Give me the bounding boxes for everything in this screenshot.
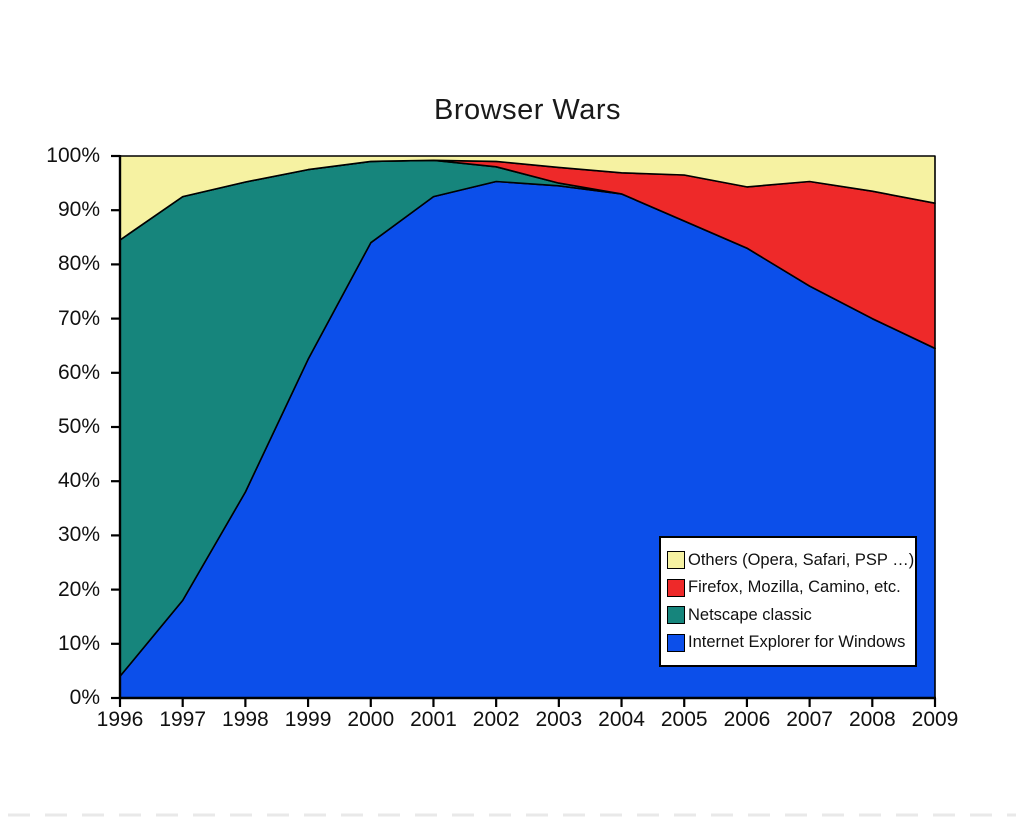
x-tick-label-2007: 2007 [786, 708, 833, 731]
legend-swatch-icon [667, 578, 685, 597]
x-tick-label-2001: 2001 [410, 708, 457, 731]
legend-swatch-icon [667, 551, 685, 570]
x-tick-label-1997: 1997 [159, 708, 207, 731]
chart-title: Browser Wars [434, 94, 621, 126]
legend-row: Internet Explorer for Windows [667, 633, 909, 652]
x-tick-label-2009: 2009 [911, 708, 959, 731]
x-tick-label-2008: 2008 [848, 708, 896, 731]
y-tick-label-80: 80% [57, 252, 100, 276]
y-tick-label-40: 40% [57, 469, 100, 493]
x-tick-label-2002: 2002 [472, 708, 520, 731]
y-tick-label-50: 50% [57, 415, 100, 438]
legend-swatch-icon [667, 633, 685, 652]
legend-label: Others (Opera, Safari, PSP …) [688, 550, 915, 569]
x-tick-label-1998: 1998 [222, 708, 269, 731]
y-tick-label-30: 30% [57, 523, 100, 547]
x-tick-label-2005: 2005 [660, 708, 708, 731]
legend-swatch-icon [667, 606, 685, 625]
x-tick-label-2006: 2006 [723, 708, 771, 731]
area-others-opera-safari-psp [119, 155, 936, 241]
y-tick-label-90: 90% [57, 198, 100, 222]
x-tick-label-2004: 2004 [598, 708, 645, 731]
legend-label: Netscape classic [688, 605, 812, 624]
legend-row: Firefox, Mozilla, Camino, etc. [667, 578, 909, 597]
axes-group [111, 154, 937, 707]
y-tick-label-100: 100% [46, 144, 100, 167]
x-tick-label-1996: 1996 [96, 708, 144, 731]
x-tick-label-2000: 2000 [347, 708, 395, 731]
legend-label: Firefox, Mozilla, Camino, etc. [688, 578, 901, 597]
x-tick-label-2003: 2003 [535, 708, 583, 731]
y-tick-label-20: 20% [57, 577, 100, 601]
x-tick-label-1999: 1999 [284, 708, 332, 731]
legend-box: Others (Opera, Safari, PSP …) Firefox, Mo… [659, 536, 917, 667]
y-tick-label-10: 10% [57, 631, 100, 655]
y-tick-label-60: 60% [57, 360, 100, 384]
legend-row: Netscape classic [667, 606, 909, 625]
y-tick-label-0: 0% [69, 686, 100, 709]
legend-label: Internet Explorer for Windows [688, 633, 906, 652]
y-tick-label-70: 70% [57, 306, 100, 330]
legend-row: Others (Opera, Safari, PSP …) [667, 551, 914, 570]
